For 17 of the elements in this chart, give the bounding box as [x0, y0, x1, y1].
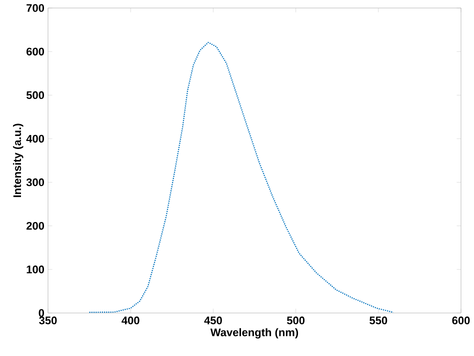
y-tick-label: 100	[26, 266, 44, 274]
x-tick-label: 500	[286, 316, 305, 324]
y-axis-title: Intensity (a.u.)	[13, 124, 24, 198]
y-tick-label: 400	[26, 134, 44, 143]
y-tick-label: 200	[26, 222, 44, 230]
y-tick-label: 0	[38, 309, 44, 317]
x-tick-label: 600	[452, 316, 470, 324]
y-tick-label: 300	[26, 178, 44, 186]
y-tick-label: 500	[26, 91, 44, 100]
line-series	[88, 42, 394, 313]
y-tick-label: 600	[26, 48, 44, 56]
y-tick-label: 700	[26, 4, 44, 12]
x-axis-title: Wavelength (nm)	[210, 328, 298, 338]
x-tick-label: 550	[370, 316, 388, 324]
x-tick-label: 450	[204, 316, 222, 324]
x-tick-label: 400	[122, 316, 140, 324]
x-tick-label: 350	[39, 316, 57, 324]
